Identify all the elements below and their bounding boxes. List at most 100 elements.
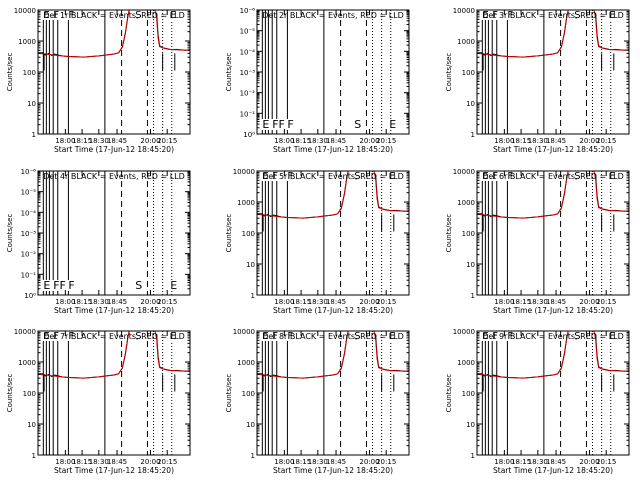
y-tick-label: 10⁻¹ [240, 110, 256, 118]
x-tick-label: 18:00 [55, 137, 75, 145]
panel-det-5: E F F S E11010010001000018:0018:1518:3018:45… [225, 168, 410, 315]
marker-label: F [53, 10, 59, 21]
x-tick-label: 18:45 [546, 137, 566, 145]
x-axis-label: Start Time (17-Jun-12 18:45:20) [273, 145, 393, 154]
marker-label-bg [491, 331, 501, 341]
y-tick-label: 1 [251, 292, 255, 300]
x-tick-label: 20:15 [596, 137, 616, 145]
y-tick-label: 10⁻² [21, 251, 37, 259]
y-axis-label: Counts/sec [225, 53, 233, 92]
marker-label: E [262, 331, 268, 342]
x-tick-label: 18:00 [55, 298, 75, 306]
marker-label: S [574, 171, 580, 182]
y-tick-label: 10⁻¹ [21, 271, 37, 279]
x-tick-label: 20:15 [376, 137, 396, 145]
marker-label: F [492, 10, 498, 21]
marker-label-bg [52, 280, 70, 291]
marker-label-bg [42, 280, 53, 291]
x-tick-label: 20:00 [140, 458, 160, 466]
x-axis-label: Start Time (17-Jun-12 18:45:20) [54, 466, 174, 475]
lld-series-line [256, 170, 349, 219]
y-tick-label: 1 [32, 452, 36, 460]
marker-label-bg [481, 171, 491, 181]
marker-label-bg [573, 331, 583, 341]
marker-label: F [507, 331, 513, 342]
marker-label: E [609, 10, 615, 21]
x-tick-label: 18:30 [308, 137, 328, 145]
x-tick-label: 18:45 [546, 298, 566, 306]
x-tick-label: 20:15 [157, 298, 177, 306]
x-tick-label: 20:15 [376, 458, 396, 466]
marker-label: E [43, 331, 49, 342]
x-tick-label: 18:30 [308, 458, 328, 466]
marker-label-bg [506, 331, 516, 341]
y-tick-label: 10⁰ [243, 131, 255, 139]
y-tick-label: 10 [27, 421, 36, 429]
plot-frame [476, 170, 630, 296]
y-tick-label: 1 [471, 292, 475, 300]
y-tick-label: 100 [23, 390, 36, 398]
marker-label: E [262, 118, 269, 131]
marker-label: S [574, 10, 580, 21]
x-axis-label: Start Time (17-Jun-12 18:45:20) [493, 466, 613, 475]
marker-label-bg [271, 119, 289, 130]
panel-det-7: E F F S E11010010001000018:0018:1518:3018:45… [6, 328, 191, 475]
lld-series-line [593, 9, 630, 51]
panel-title: Det 9r BLACK = Events, RED = LLD [482, 332, 624, 341]
marker-label-bg [388, 331, 398, 341]
lld-series-line [476, 9, 569, 58]
marker-label-bg [271, 171, 281, 181]
marker-label: E [170, 10, 176, 21]
x-tick-label: 18:00 [274, 298, 294, 306]
marker-label-bg [261, 171, 271, 181]
marker-label: F [272, 171, 278, 182]
marker-label-bg [506, 10, 516, 20]
lld-series-line [593, 170, 630, 212]
y-tick-label: 100 [23, 69, 36, 77]
x-tick-label: 18:15 [291, 298, 311, 306]
y-axis-label: Counts/sec [6, 214, 14, 253]
panel-title: Det 6r BLACK = Events, RED = LLD [482, 172, 624, 181]
marker-label-bg [134, 280, 144, 291]
y-axis-label: Counts/sec [6, 374, 14, 413]
marker-label-bg [388, 171, 398, 181]
marker-label-bg [608, 171, 618, 181]
y-tick-label: 1 [251, 452, 255, 460]
y-tick-label: 10 [246, 421, 255, 429]
y-tick-label: 1000 [18, 38, 36, 46]
x-tick-label: 18:30 [89, 137, 109, 145]
panel-det-9: E F F S E11010010001000018:0018:1518:3018:45… [445, 328, 630, 475]
x-axis-label: Start Time (17-Jun-12 18:45:20) [54, 145, 174, 154]
marker-label: E [43, 279, 50, 292]
marker-label-bg [169, 331, 179, 341]
marker-label: S [354, 118, 361, 131]
x-axis-label: Start Time (17-Jun-12 18:45:20) [493, 306, 613, 315]
lld-series-line [476, 330, 569, 379]
marker-label-bg [271, 331, 281, 341]
lld-series-line [593, 330, 630, 372]
marker-label-bg [481, 10, 491, 20]
x-tick-label: 18:00 [274, 458, 294, 466]
x-tick-label: 18:00 [494, 458, 514, 466]
y-tick-label: 10000 [14, 7, 36, 15]
plot-frame [37, 170, 191, 296]
marker-label-bg [134, 10, 144, 20]
x-tick-label: 20:00 [579, 298, 599, 306]
marker-label-bg [481, 331, 491, 341]
x-tick-label: 18:00 [274, 137, 294, 145]
marker-label: E [389, 331, 395, 342]
marker-label-bg [67, 280, 78, 291]
panel-title: Det 3r BLACK = Events, RED = LLD [482, 11, 624, 20]
y-tick-label: 1000 [457, 38, 475, 46]
marker-label: S [574, 331, 580, 342]
plot-frame [476, 9, 630, 135]
y-tick-label: 1 [32, 131, 36, 139]
x-tick-label: 18:15 [72, 458, 92, 466]
y-tick-label: 1000 [237, 359, 255, 367]
marker-label: E [170, 331, 176, 342]
marker-label-bg [286, 331, 296, 341]
x-tick-label: 18:30 [528, 458, 548, 466]
marker-label: FF [272, 118, 285, 131]
marker-label: E [609, 331, 615, 342]
y-tick-label: 10⁻² [240, 90, 256, 98]
